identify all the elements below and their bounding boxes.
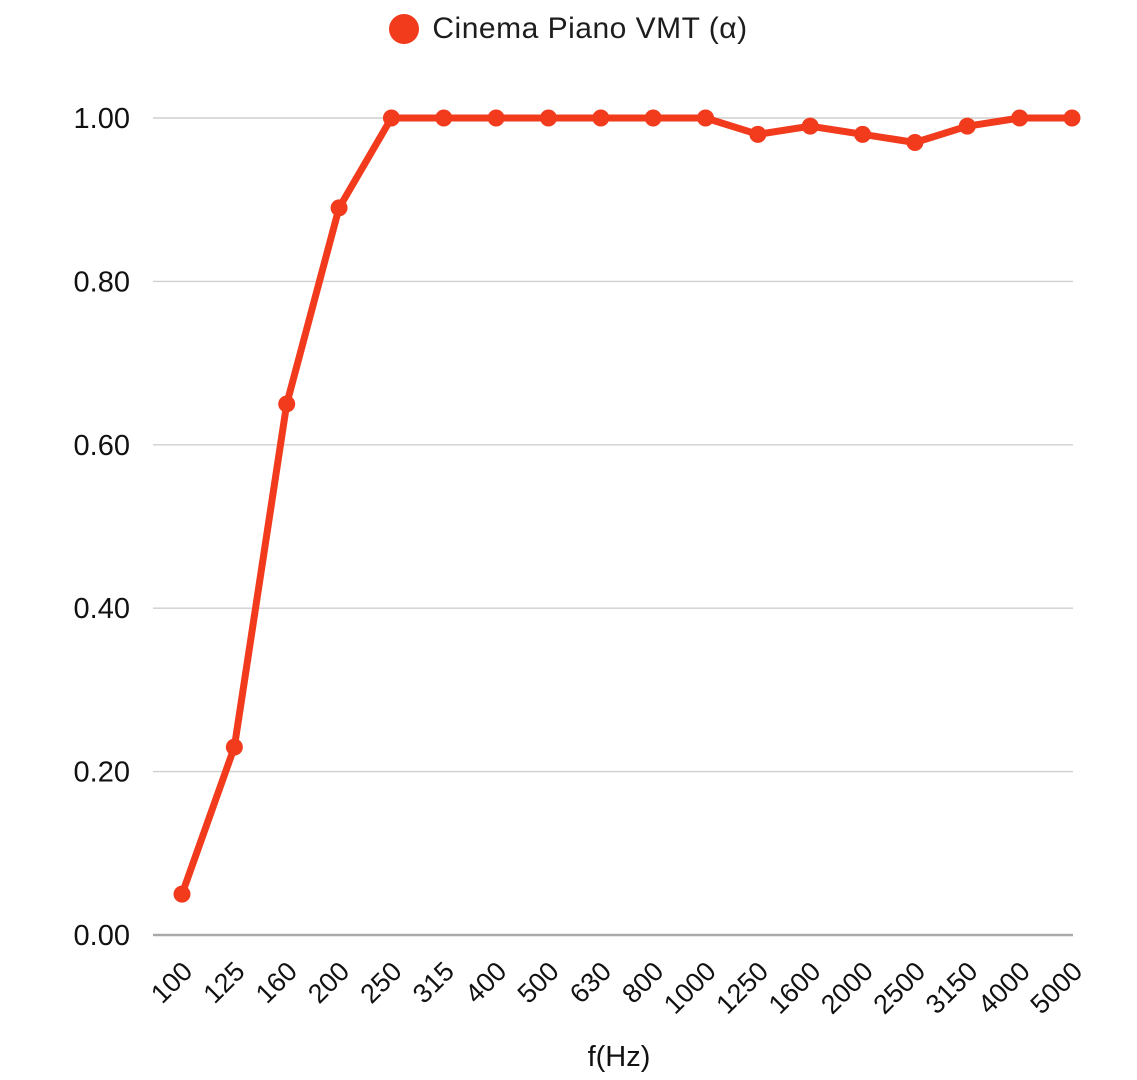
y-tick-label: 1.00 xyxy=(74,103,130,135)
data-point-marker[interactable] xyxy=(225,738,243,756)
y-tick-label: 0.40 xyxy=(74,593,130,625)
x-tick-label: 315 xyxy=(407,956,460,1009)
legend-marker-icon xyxy=(389,14,420,44)
x-tick-label: 2000 xyxy=(815,956,879,1020)
x-tick-label: 200 xyxy=(302,956,355,1009)
data-point-marker[interactable] xyxy=(278,395,296,413)
series-polyline xyxy=(178,114,1076,898)
x-tick-label: 125 xyxy=(198,956,251,1009)
legend-label: Cinema Piano VMT (α) xyxy=(432,12,748,45)
data-point-marker[interactable] xyxy=(487,109,505,127)
x-tick-label: 4000 xyxy=(972,956,1036,1020)
data-point-marker[interactable] xyxy=(854,125,872,143)
data-point-marker[interactable] xyxy=(644,109,662,127)
data-point-marker[interactable] xyxy=(330,199,348,217)
x-tick-label: 100 xyxy=(145,956,198,1009)
data-point-marker[interactable] xyxy=(382,109,400,127)
x-tick-label: 160 xyxy=(250,956,303,1009)
x-axis-tick-labels: 100 125 160 200 250 315 400 500 630 8001000125016… xyxy=(145,956,1088,1020)
data-point-marker[interactable] xyxy=(1011,109,1029,127)
y-tick-label: 0.00 xyxy=(74,920,130,952)
x-tick-label: 1600 xyxy=(763,956,827,1020)
data-point-marker[interactable] xyxy=(697,109,715,127)
x-tick-label: 1000 xyxy=(658,956,722,1020)
x-tick-label: 1250 xyxy=(710,956,774,1020)
x-axis-title: f(Hz) xyxy=(588,1041,651,1073)
x-tick-label: 630 xyxy=(564,956,617,1009)
data-point-marker[interactable] xyxy=(1063,109,1081,127)
data-point-marker[interactable] xyxy=(801,117,819,135)
gridlines xyxy=(153,117,1073,937)
data-point-marker[interactable] xyxy=(435,109,453,127)
x-tick-label: 3150 xyxy=(920,956,984,1020)
data-point-marker[interactable] xyxy=(749,125,767,143)
data-series-line xyxy=(178,114,1076,898)
x-tick-label: 2500 xyxy=(867,956,931,1020)
x-tick-label: 250 xyxy=(355,956,408,1009)
data-point-markers xyxy=(173,109,1081,903)
y-tick-label: 0.60 xyxy=(74,430,130,462)
data-point-marker[interactable] xyxy=(958,117,976,135)
data-point-marker[interactable] xyxy=(173,885,191,903)
legend: Cinema Piano VMT (α) xyxy=(0,12,1137,46)
y-tick-label: 0.80 xyxy=(74,266,130,298)
x-tick-label: 400 xyxy=(459,956,512,1009)
data-point-marker[interactable] xyxy=(539,109,557,127)
data-point-marker[interactable] xyxy=(906,134,924,152)
y-tick-label: 0.20 xyxy=(74,757,130,789)
y-axis-tick-labels: 1.00 0.80 0.60 0.40 0.20 0.00 xyxy=(74,103,130,952)
x-tick-label: 5000 xyxy=(1025,956,1089,1020)
data-point-marker[interactable] xyxy=(592,109,610,127)
x-tick-label: 500 xyxy=(512,956,565,1009)
